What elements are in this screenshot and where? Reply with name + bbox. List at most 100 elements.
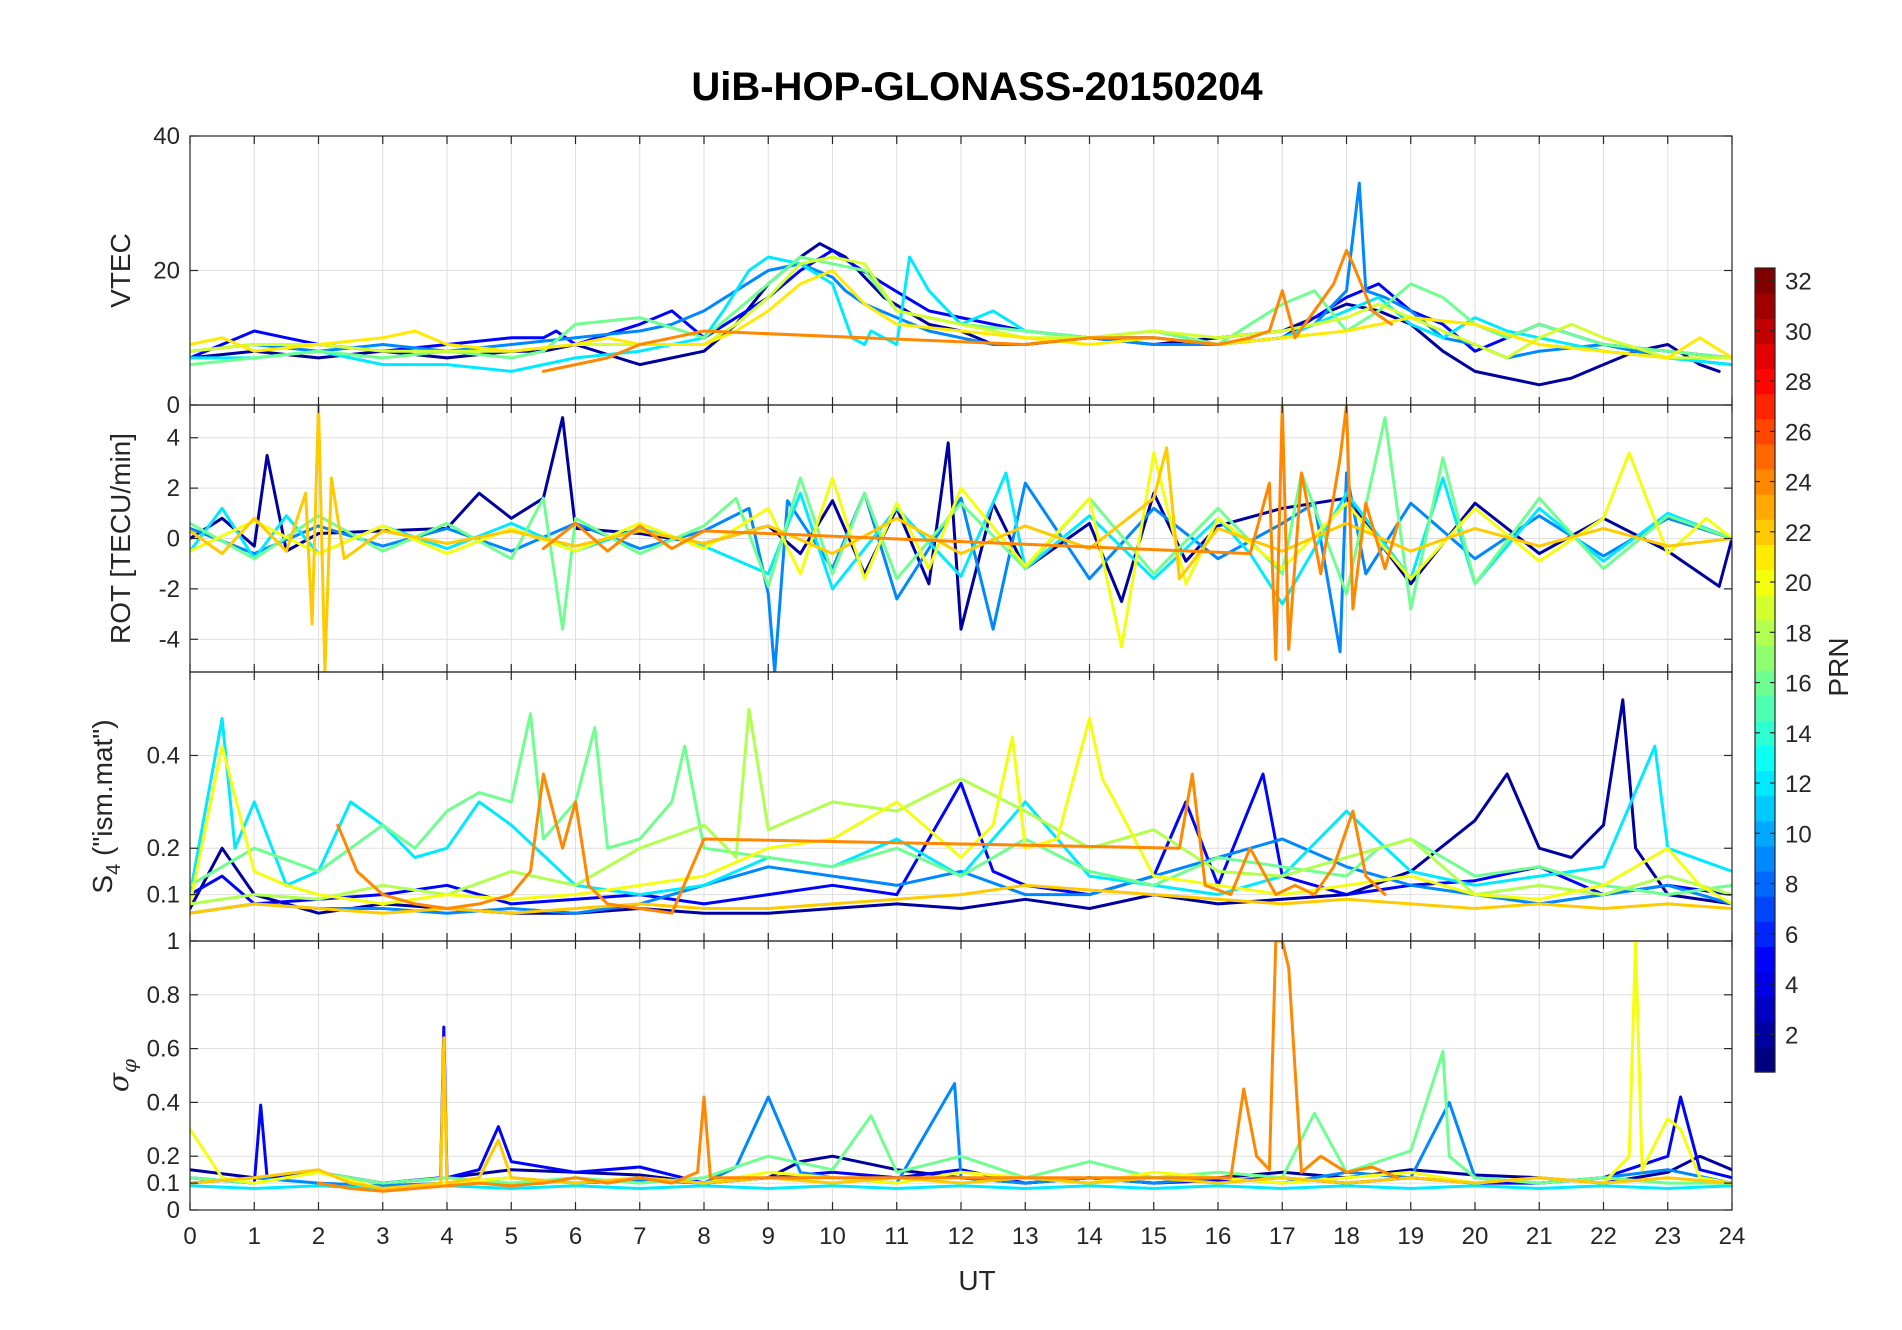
series-line-prn-21 — [190, 269, 1732, 360]
y-axis-label: σφ — [102, 1059, 141, 1092]
panel-3: 0.1 0.2 0.4 S4 ("ism.mat") — [87, 671, 1733, 942]
x-tick-label: 5 — [505, 1223, 518, 1250]
colorbar-swatch — [1755, 770, 1775, 797]
series-line-prn-16 — [190, 416, 1732, 631]
panel-2: -4 -2 0 2 4 ROT [TECU/min] — [105, 404, 1733, 673]
x-tick-label: 22 — [1590, 1223, 1617, 1250]
x-tick-label: 12 — [948, 1223, 975, 1250]
x-tick-label: 17 — [1269, 1223, 1296, 1250]
panel-2-traces — [190, 405, 1732, 672]
colorbar-swatch — [1755, 418, 1775, 445]
colorbar-tick-label: 14 — [1785, 721, 1812, 748]
y-axis-label: ROT [TECU/min] — [105, 433, 136, 644]
y-tick-label: 0 — [167, 1197, 180, 1224]
panel-2-tick-marks — [189, 405, 1733, 672]
chart-title: UiB-HOP-GLONASS-20150204 — [691, 65, 1263, 109]
colorbar-swatch — [1755, 921, 1775, 947]
x-tick-label: 18 — [1333, 1223, 1360, 1250]
y-tick-label: -2 — [159, 576, 180, 603]
colorbar-swatch — [1755, 720, 1775, 746]
colorbar-swatch — [1755, 971, 1775, 998]
y-tick-label: 0.2 — [147, 835, 180, 862]
y-tick-label: 0.8 — [147, 982, 180, 1009]
x-tick-label: 4 — [440, 1223, 453, 1250]
colorbar-tick-label: 32 — [1785, 269, 1812, 296]
x-tick-label: 24 — [1719, 1223, 1746, 1250]
colorbar-tick-label: 26 — [1785, 419, 1812, 446]
colorbar-swatch — [1755, 368, 1775, 395]
x-tick-label: 21 — [1526, 1223, 1553, 1250]
colorbar-tick-label: 12 — [1785, 771, 1812, 798]
colorbar-tick-label: 22 — [1785, 520, 1812, 547]
y-tick-label: 0.2 — [147, 1143, 180, 1170]
colorbar-swatch — [1755, 820, 1775, 847]
x-tick-label: 16 — [1205, 1223, 1232, 1250]
y-tick-label: 0.6 — [147, 1036, 180, 1063]
colorbar-swatch — [1755, 845, 1775, 872]
colorbar-swatch — [1755, 644, 1775, 671]
series-line-prn-22 — [190, 405, 1732, 672]
colorbar-swatch — [1755, 343, 1775, 370]
colorbar-swatch — [1755, 393, 1775, 420]
colorbar-swatch — [1755, 695, 1775, 721]
colorbar-tick-label: 10 — [1785, 821, 1812, 848]
x-tick-label: 23 — [1654, 1223, 1681, 1250]
y-tick-label: 4 — [167, 425, 180, 452]
colorbar-swatch — [1755, 871, 1775, 897]
y-tick-label: 0.1 — [147, 1170, 180, 1197]
panel-1: 0 20 40 VTEC — [105, 123, 1733, 419]
colorbar-swatch — [1755, 670, 1775, 696]
y-tick-label: 0 — [167, 526, 180, 553]
x-tick-label: 15 — [1140, 1223, 1167, 1250]
panel-1-traces — [190, 181, 1732, 387]
panel-3-tick-marks — [189, 672, 1733, 941]
colorbar-swatch — [1755, 443, 1775, 470]
colorbar-swatch — [1755, 996, 1775, 1023]
x-tick-label: 20 — [1462, 1223, 1489, 1250]
y-tick-label: 0.1 — [147, 882, 180, 909]
series-line-prn-22 — [190, 1036, 1732, 1190]
y-tick-label: 40 — [153, 123, 180, 150]
colorbar-swatch — [1755, 544, 1775, 571]
colorbar-swatch — [1755, 946, 1775, 973]
y-tick-label: 0.4 — [147, 742, 180, 769]
series-line-prn-24 — [317, 941, 1400, 1193]
colorbar-tick-label: 28 — [1785, 369, 1812, 396]
x-tick-label: 9 — [762, 1223, 775, 1250]
y-axis-label: VTEC — [105, 233, 136, 308]
colorbar-swatch — [1755, 594, 1775, 621]
x-tick-label: 2 — [312, 1223, 325, 1250]
colorbar-tick-marks — [1755, 279, 1775, 1035]
y-tick-label: 0 — [167, 392, 180, 419]
colorbar-swatch — [1755, 896, 1775, 922]
colorbar-swatch — [1755, 619, 1775, 646]
x-tick-label: 8 — [697, 1223, 710, 1250]
x-tick-label: 0 — [183, 1223, 196, 1250]
y-tick-label: 1 — [167, 928, 180, 955]
y-tick-label: 20 — [153, 258, 180, 285]
x-tick-label: 3 — [376, 1223, 389, 1250]
x-tick-label: 13 — [1012, 1223, 1039, 1250]
y-tick-label: 0.4 — [147, 1089, 180, 1116]
colorbar-tick-label: 8 — [1785, 872, 1798, 899]
series-line-prn-16 — [190, 255, 1732, 367]
colorbar-swatch — [1755, 268, 1775, 294]
colorbar-swatch — [1755, 1021, 1775, 1048]
colorbar-tick-label: 30 — [1785, 319, 1812, 346]
x-tick-label: 6 — [569, 1223, 582, 1250]
series-line-prn-24 — [541, 405, 1400, 661]
colorbar-tick-label: 2 — [1785, 1022, 1798, 1049]
y-tick-label: -4 — [159, 626, 180, 653]
colorbar-tick-label: 18 — [1785, 620, 1812, 647]
x-axis-label: UT — [958, 1265, 995, 1296]
colorbar-swatch — [1755, 519, 1775, 545]
colorbar-tick-label: 16 — [1785, 671, 1812, 698]
series-line-prn-18 — [190, 707, 1732, 906]
x-tick-label: 7 — [633, 1223, 646, 1250]
y-axis-label: S4 ("ism.mat") — [87, 719, 125, 893]
